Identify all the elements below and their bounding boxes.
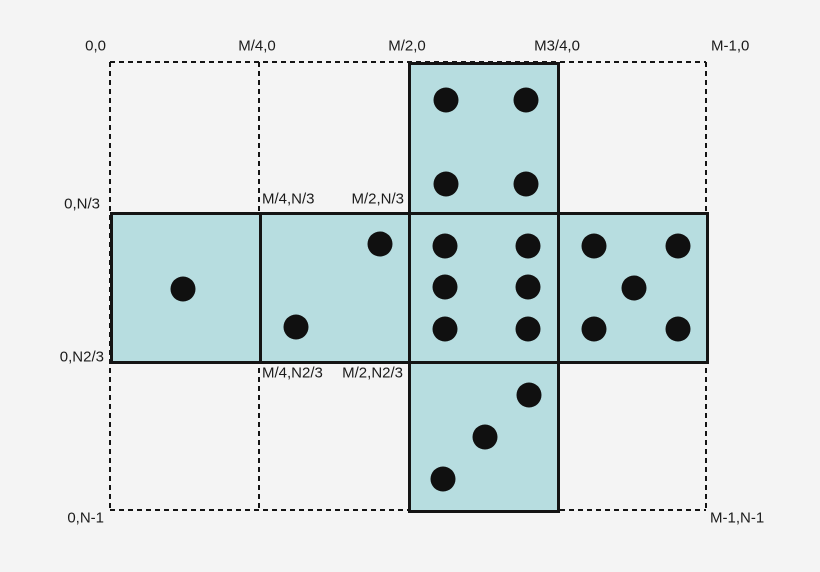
coordinate-label: M/4,0 (238, 37, 276, 55)
pip (432, 274, 458, 300)
pip (283, 314, 309, 340)
coordinate-label: M/4,N/3 (262, 190, 315, 208)
pip (515, 233, 541, 259)
pip (433, 87, 459, 113)
coordinate-label: M3/4,0 (534, 37, 580, 55)
pip (513, 87, 539, 113)
coordinate-label: M/4,N2/3 (262, 364, 323, 382)
pip (432, 233, 458, 259)
coordinate-label: M/2,N2/3 (342, 364, 403, 382)
pip (581, 233, 607, 259)
pip (665, 316, 691, 342)
die-face-3 (408, 361, 560, 513)
pip (367, 231, 393, 257)
pip (516, 382, 542, 408)
pip (513, 171, 539, 197)
coordinate-label: M-1,N-1 (710, 509, 765, 527)
coordinate-label: 0,N-1 (67, 509, 104, 527)
die-face-6 (408, 212, 560, 364)
pip (472, 424, 498, 450)
pip (515, 274, 541, 300)
die-face-2 (259, 212, 411, 364)
pip (170, 276, 196, 302)
die-face-4 (408, 62, 560, 215)
die-face-5 (557, 212, 709, 364)
coordinate-label: M/2,N/3 (351, 190, 404, 208)
pip (515, 316, 541, 342)
pip (433, 171, 459, 197)
pip (430, 466, 456, 492)
pip (665, 233, 691, 259)
coordinate-label: 0,0 (85, 37, 106, 55)
coordinate-label: M/2,0 (388, 37, 426, 55)
coordinate-label: M-1,0 (711, 37, 750, 55)
coordinate-label: 0,N2/3 (59, 348, 104, 366)
pip (581, 316, 607, 342)
coordinate-label: 0,N/3 (64, 195, 100, 213)
pip (432, 316, 458, 342)
die-face-1 (110, 212, 262, 364)
pip (621, 275, 647, 301)
